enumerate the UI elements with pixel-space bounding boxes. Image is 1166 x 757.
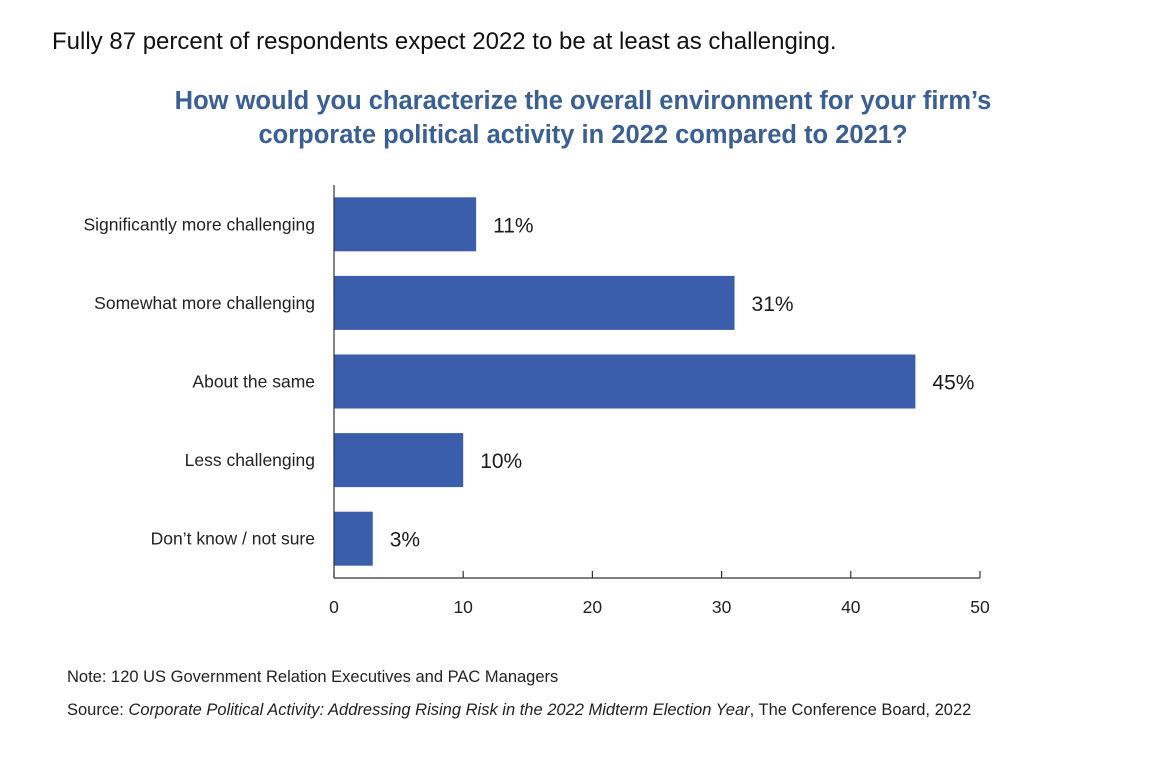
category-label: Less challenging [185,450,315,470]
chart-title-line-2: corporate political activity in 2022 com… [258,121,908,149]
data-label: 3% [390,529,420,552]
category-label: Don’t know / not sure [151,529,315,549]
x-tick-label: 0 [329,597,339,617]
category-label: About the same [192,372,315,392]
bar [334,511,373,566]
data-label: 31% [752,293,794,316]
bar [334,433,464,488]
chart-title-line-1: How would you characterize the overall e… [174,87,992,115]
footnote-note: Note: 120 US Government Relation Executi… [67,668,559,686]
x-tick-label: 40 [841,597,861,617]
x-tick-label: 10 [453,597,473,617]
chart-title: How would you characterize the overall e… [0,84,1166,152]
headline: Fully 87 percent of respondents expect 2… [52,28,837,55]
category-label: Significantly more challenging [83,214,315,234]
footnote-source: Source: Corporate Political Activity: Ad… [67,701,971,720]
data-label: 45% [932,372,974,395]
source-suffix: , The Conference Board, 2022 [749,701,972,719]
data-label: 11% [493,214,533,237]
x-tick-label: 20 [583,597,603,617]
x-tick-label: 30 [712,597,732,617]
source-title: Corporate Political Activity: Addressing… [128,701,750,719]
bar [334,354,916,409]
data-label: 10% [480,450,522,473]
bar [334,197,477,252]
source-prefix: Source: [67,701,129,719]
category-label: Somewhat more challenging [94,293,315,313]
x-tick-label: 50 [970,597,990,617]
bar [334,275,735,330]
